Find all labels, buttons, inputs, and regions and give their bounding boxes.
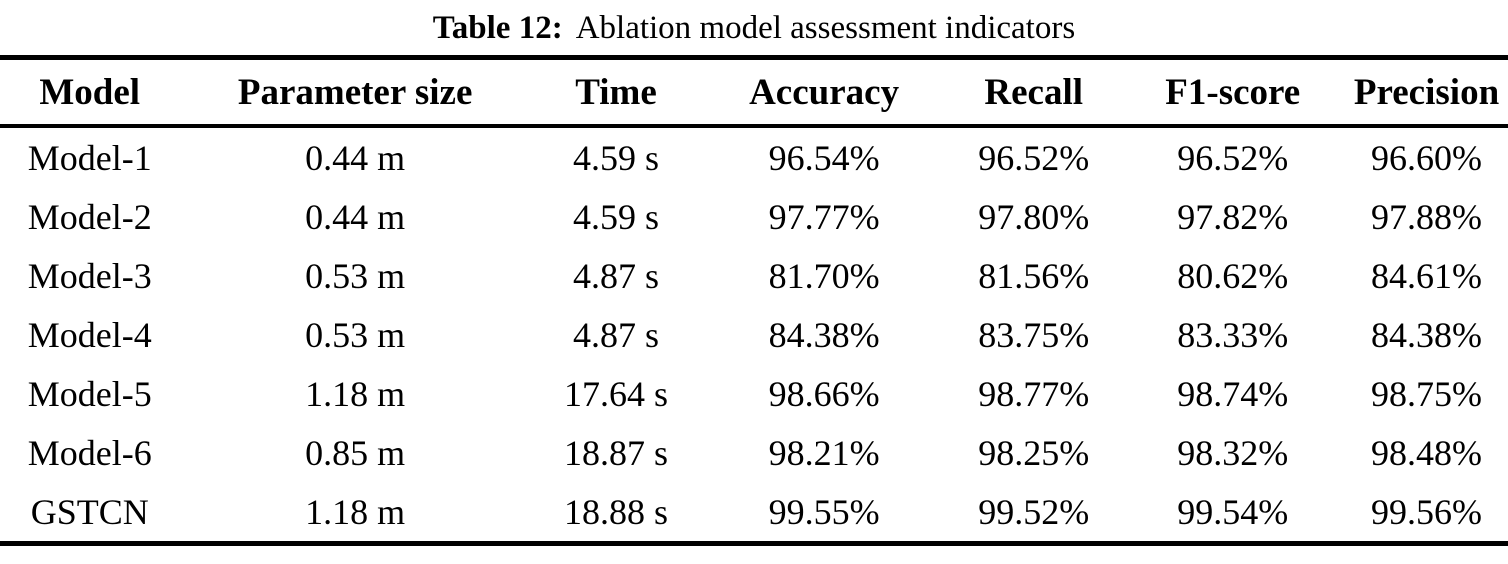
cell-accuracy: 98.21%: [768, 432, 880, 473]
cell-accuracy: 98.66%: [768, 373, 880, 414]
cell-precision: 84.38%: [1371, 314, 1483, 355]
cell-precision: 96.60%: [1371, 137, 1483, 178]
cell-precision: 98.75%: [1371, 373, 1483, 414]
cell-recall: 83.75%: [978, 314, 1090, 355]
cell-precision: 98.48%: [1371, 432, 1483, 473]
table-row-gstcn: GSTCN 1.18 m 18.88 s 99.55% 99.52% 99.54…: [0, 482, 1508, 544]
cell-f1-score: 98.32%: [1177, 432, 1289, 473]
table-row-model-4: Model-4 0.53 m 4.87 s 84.38% 83.75% 83.3…: [0, 305, 1508, 364]
column-header-recall: Recall: [946, 57, 1121, 128]
cell-f1-score: 98.74%: [1177, 373, 1289, 414]
cell-recall: 98.77%: [978, 373, 1090, 414]
table-caption-text: Ablation model assessment indicators: [575, 10, 1076, 46]
cell-accuracy: 81.70%: [768, 255, 880, 296]
cell-accuracy: 97.77%: [768, 196, 880, 237]
cell-parameter-size: 1.18 m: [305, 491, 406, 532]
cell-f1-score: 99.54%: [1177, 491, 1289, 532]
column-header-parameter-size: Parameter size: [179, 57, 531, 128]
cell-time: 18.87 s: [563, 432, 668, 473]
cell-model: Model-2: [27, 196, 152, 237]
table-row-model-5: Model-5 1.18 m 17.64 s 98.66% 98.77% 98.…: [0, 364, 1508, 423]
cell-precision: 99.56%: [1371, 491, 1483, 532]
cell-parameter-size: 0.53 m: [305, 314, 406, 355]
cell-accuracy: 84.38%: [768, 314, 880, 355]
table-caption: Table 12: Ablation model assessment indic…: [0, 0, 1508, 48]
cell-time: 18.88 s: [563, 491, 668, 532]
table-row-model-6: Model-6 0.85 m 18.87 s 98.21% 98.25% 98.…: [0, 423, 1508, 482]
cell-parameter-size: 0.44 m: [305, 137, 406, 178]
ablation-table: Model Parameter size Time Accuracy Recal…: [0, 55, 1508, 546]
table-caption-label: Table 12:: [432, 10, 563, 46]
cell-recall: 81.56%: [978, 255, 1090, 296]
cell-recall: 97.80%: [978, 196, 1090, 237]
cell-parameter-size: 0.53 m: [305, 255, 406, 296]
column-header-model: Model: [0, 57, 180, 128]
cell-model: Model-1: [27, 137, 152, 178]
cell-model: Model-4: [27, 314, 152, 355]
cell-accuracy: 96.54%: [768, 137, 880, 178]
column-header-time: Time: [530, 57, 702, 128]
cell-precision: 84.61%: [1371, 255, 1483, 296]
cell-parameter-size: 0.44 m: [305, 196, 406, 237]
cell-time: 4.59 s: [572, 196, 659, 237]
cell-recall: 98.25%: [978, 432, 1090, 473]
column-header-f1-score: F1-score: [1120, 57, 1346, 128]
cell-parameter-size: 0.85 m: [305, 432, 406, 473]
column-header-accuracy: Accuracy: [701, 57, 947, 128]
cell-f1-score: 83.33%: [1177, 314, 1289, 355]
cell-f1-score: 97.82%: [1177, 196, 1289, 237]
table-row-model-3: Model-3 0.53 m 4.87 s 81.70% 81.56% 80.6…: [0, 246, 1508, 305]
cell-time: 4.87 s: [572, 314, 659, 355]
cell-model: Model-5: [27, 373, 152, 414]
cell-accuracy: 99.55%: [768, 491, 880, 532]
cell-recall: 96.52%: [978, 137, 1090, 178]
cell-time: 4.59 s: [572, 137, 659, 178]
column-header-precision: Precision: [1345, 57, 1508, 128]
cell-precision: 97.88%: [1371, 196, 1483, 237]
header-row: Model Parameter size Time Accuracy Recal…: [0, 57, 1508, 128]
cell-model: GSTCN: [30, 491, 149, 532]
cell-f1-score: 96.52%: [1177, 137, 1289, 178]
cell-model: Model-6: [27, 432, 152, 473]
table-row-model-1: Model-1 0.44 m 4.59 s 96.54% 96.52% 96.5…: [0, 126, 1508, 187]
cell-parameter-size: 1.18 m: [305, 373, 406, 414]
cell-time: 17.64 s: [563, 373, 668, 414]
cell-f1-score: 80.62%: [1177, 255, 1289, 296]
cell-recall: 99.52%: [978, 491, 1090, 532]
cell-time: 4.87 s: [572, 255, 659, 296]
table-row-model-2: Model-2 0.44 m 4.59 s 97.77% 97.80% 97.8…: [0, 187, 1508, 246]
cell-model: Model-3: [27, 255, 152, 296]
